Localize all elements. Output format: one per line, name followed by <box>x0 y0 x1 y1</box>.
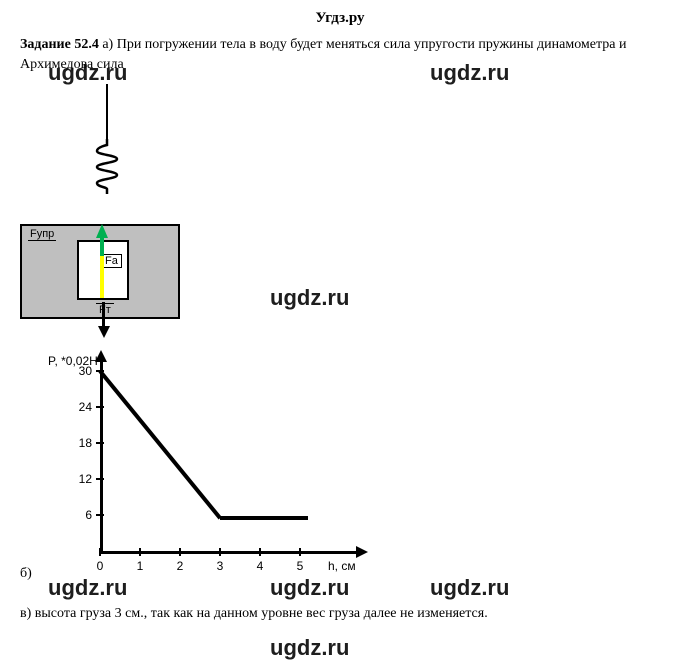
x-tick-label: 0 <box>93 559 107 573</box>
force-up-shaft-yellow <box>100 256 104 298</box>
chart-line-segment <box>220 516 308 520</box>
x-axis-label: h, см <box>328 559 356 573</box>
y-tick <box>96 442 104 444</box>
task-c-content: в) высота груза 3 см., так как на данном… <box>20 604 660 624</box>
task-text-a: Задание 52.4 а) При погружении тела в во… <box>20 35 660 74</box>
x-tick-label: 2 <box>173 559 187 573</box>
watermark: ugdz.ru <box>270 635 349 661</box>
x-tick <box>299 548 301 556</box>
y-tick-label: 30 <box>70 364 92 378</box>
archimedes-force-label: Fa <box>101 254 122 268</box>
y-tick-label: 6 <box>70 508 92 522</box>
spring-force-label: Fупр <box>28 228 56 241</box>
x-tick <box>219 548 221 556</box>
y-tick <box>96 514 104 516</box>
weight-depth-chart: P, *0,02H h, см 612182430012345 <box>40 354 370 584</box>
y-tick <box>96 406 104 408</box>
x-tick <box>179 548 181 556</box>
x-tick <box>139 548 141 556</box>
x-tick <box>259 548 261 556</box>
force-down-arrowhead <box>98 326 110 338</box>
x-tick <box>99 548 101 556</box>
spring-icon <box>93 139 121 194</box>
y-tick-label: 18 <box>70 436 92 450</box>
y-tick-label: 12 <box>70 472 92 486</box>
x-tick-label: 3 <box>213 559 227 573</box>
x-tick-label: 4 <box>253 559 267 573</box>
y-axis <box>100 354 103 554</box>
hanger-line <box>106 84 108 139</box>
x-tick-label: 1 <box>133 559 147 573</box>
watermark: ugdz.ru <box>270 285 349 311</box>
x-axis-arrow-icon <box>356 546 368 558</box>
task-a-content: а) При погружении тела в воду будет меня… <box>20 37 627 72</box>
task-label: Задание 52.4 <box>20 37 99 52</box>
chart-line-segment <box>98 370 221 520</box>
force-diagram: Fупр Fa Fт <box>20 84 190 324</box>
x-tick-label: 5 <box>293 559 307 573</box>
y-tick-label: 24 <box>70 400 92 414</box>
y-tick <box>96 478 104 480</box>
page-title: Угдз.ру <box>20 10 660 27</box>
force-down-shaft <box>102 302 105 328</box>
